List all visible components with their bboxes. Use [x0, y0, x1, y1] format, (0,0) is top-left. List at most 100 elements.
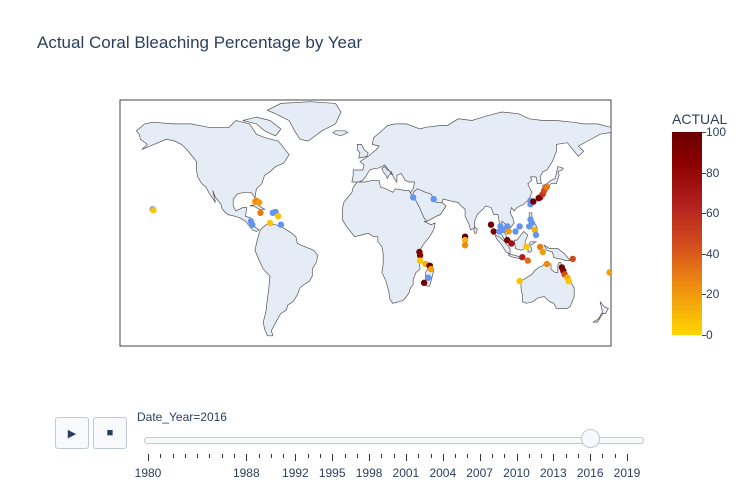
bleaching-point[interactable] [606, 269, 612, 276]
bleaching-point[interactable] [490, 228, 497, 235]
slider-tick-label: 2019 [613, 466, 641, 480]
slider-tick-mark [332, 454, 334, 461]
bleaching-point[interactable] [420, 279, 428, 286]
slider-tick-mark [344, 454, 346, 458]
slider-tick-mark [381, 454, 383, 458]
slider-tick-mark [528, 454, 530, 458]
bleaching-point[interactable] [536, 243, 544, 251]
slider-tick-mark [184, 454, 186, 458]
colorbar-tick-mark [702, 172, 706, 174]
slider-tick-mark [418, 454, 420, 458]
slider-tick-label: 1995 [318, 466, 346, 480]
bleaching-point[interactable] [416, 257, 424, 264]
iceland-landmass [332, 130, 349, 137]
new-guinea-landmass [543, 244, 571, 261]
bleaching-points[interactable] [149, 183, 613, 286]
bleaching-point[interactable] [531, 226, 538, 233]
bleaching-point[interactable] [530, 198, 537, 205]
stop-icon: ■ [106, 427, 114, 439]
slider-tick-mark [148, 454, 149, 461]
slider-tick-label: 2016 [576, 466, 604, 480]
slider-tick-label: 1998 [355, 466, 383, 480]
slider-tick-mark [602, 454, 604, 458]
slider-tick-mark [221, 454, 223, 458]
bleaching-point[interactable] [150, 207, 157, 214]
land-masses [135, 101, 611, 337]
slider-tick-mark [393, 454, 395, 458]
slider-tick-mark [627, 454, 628, 461]
slider-tick-mark [467, 454, 469, 458]
bleaching-point[interactable] [249, 221, 256, 228]
slider-tick-mark [172, 454, 174, 458]
slider-tick-mark [479, 454, 481, 461]
slider-tick-mark [614, 454, 616, 458]
play-button[interactable]: ▶ [55, 417, 89, 449]
slider-tick-label: 2007 [466, 466, 493, 480]
slider-track[interactable] [144, 437, 644, 444]
bleaching-point[interactable] [255, 199, 263, 206]
slider-tick-mark [405, 454, 407, 461]
bleaching-point[interactable] [512, 228, 519, 235]
bleaching-point[interactable] [505, 228, 512, 235]
bleaching-point[interactable] [425, 274, 432, 281]
bleaching-point[interactable] [461, 242, 469, 249]
bleaching-point[interactable] [524, 257, 531, 264]
colorbar-tick-label: 40 [706, 246, 720, 261]
bleaching-point[interactable] [430, 195, 437, 203]
slider-tick-mark [283, 454, 285, 458]
colorbar-tick-mark [702, 335, 706, 336]
slider-handle[interactable] [580, 429, 600, 448]
bleaching-point[interactable] [487, 221, 495, 228]
sri-lanka-landmass [473, 225, 478, 234]
slider-tick-mark [369, 454, 371, 461]
colorbar-tick-label: 80 [706, 165, 720, 180]
bleaching-point[interactable] [516, 223, 523, 230]
slider-tick-mark [553, 454, 555, 461]
slider-tick-mark [160, 454, 162, 458]
colorbar-tick-label: 60 [706, 206, 720, 221]
slider-tick-mark [504, 454, 506, 458]
bleaching-point[interactable] [410, 194, 417, 201]
slider-tick-mark [430, 454, 432, 458]
bleaching-point[interactable] [266, 219, 274, 227]
bleaching-point[interactable] [519, 254, 526, 261]
colorbar-tick-mark [702, 294, 706, 296]
slider-tick-mark [442, 454, 444, 461]
slider-tick-mark [491, 454, 493, 458]
slider-tick-label: 2010 [503, 466, 530, 480]
play-icon: ▶ [67, 427, 77, 440]
bleaching-point[interactable] [565, 277, 572, 285]
bleaching-point[interactable] [527, 216, 534, 223]
slider-tick-mark [234, 454, 235, 458]
bleaching-point[interactable] [257, 209, 264, 216]
bleaching-point[interactable] [543, 183, 551, 191]
bleaching-point[interactable] [416, 252, 424, 259]
slider-tick-label: 2001 [392, 466, 420, 480]
slider-tick-label: 1980 [134, 466, 162, 480]
slider-tick-mark [565, 454, 567, 458]
bleaching-point[interactable] [277, 221, 285, 228]
colorbar-tick-mark [702, 213, 706, 215]
bleaching-point[interactable] [532, 231, 540, 239]
slider-tick-label: 1988 [232, 466, 260, 480]
bleaching-point[interactable] [275, 213, 282, 220]
bleaching-point[interactable] [504, 223, 511, 230]
bleaching-point[interactable] [543, 260, 551, 268]
bleaching-point[interactable] [539, 248, 546, 256]
colorbar-tick-mark [702, 253, 706, 255]
colorbar-title: ACTUAL [672, 111, 728, 127]
bleaching-point[interactable] [516, 277, 523, 285]
bleaching-point[interactable] [569, 255, 576, 263]
baffin-landmass [242, 116, 282, 137]
greenland-landmass [266, 101, 342, 142]
slider-tick-label: 1992 [282, 466, 309, 480]
colorbar-tick-label: 100 [706, 125, 727, 139]
eurasia-africa-landmass [341, 111, 611, 304]
bleaching-point[interactable] [461, 236, 469, 244]
slider-tick-mark [246, 454, 248, 461]
stop-button[interactable]: ■ [93, 417, 127, 449]
bleaching-point[interactable] [508, 240, 515, 247]
bleaching-point[interactable] [523, 243, 530, 251]
bleaching-point[interactable] [427, 265, 435, 273]
